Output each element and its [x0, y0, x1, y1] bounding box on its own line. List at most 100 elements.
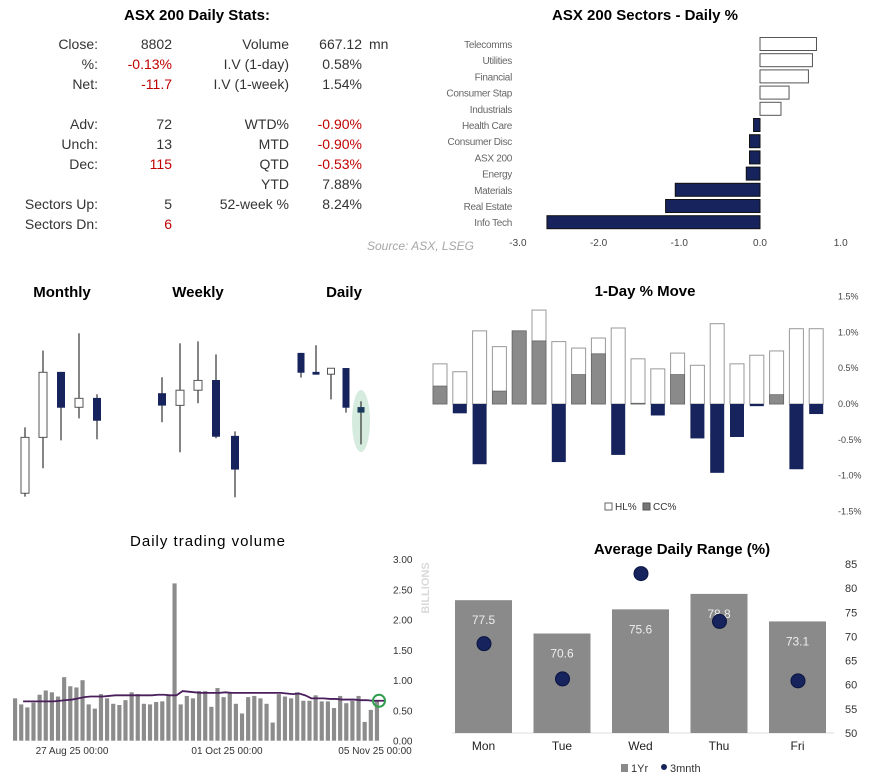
hl-bar [709, 323, 725, 405]
source-note: Source: ASX, LSEG [367, 239, 474, 253]
volume-bar [338, 695, 343, 741]
volume-bar [331, 708, 337, 741]
volume-bar [19, 704, 24, 741]
y-tick-label: 65 [845, 656, 857, 668]
adr-bar [455, 600, 512, 733]
volume-bar [166, 695, 171, 741]
stat-label: Sectors Up: [24, 196, 98, 212]
cc-bar [472, 404, 487, 465]
candle-body [212, 379, 220, 437]
sector-label: ASX 200 [475, 153, 513, 164]
stat-label: WTD% [244, 116, 289, 132]
volume-bar [117, 705, 122, 741]
legend-label-1yr: 1Yr [631, 763, 648, 775]
volume-bar [13, 698, 18, 741]
x-tick-label: 27 Aug 25 00:00 [36, 746, 109, 757]
x-tick-label: 1.0 [834, 238, 848, 249]
volume-bar [135, 694, 140, 741]
category-label: Mon [472, 739, 495, 753]
y-tick-label: 0.5% [838, 363, 859, 373]
stat-label: 52-week % [219, 196, 289, 212]
hl-bar [689, 364, 705, 405]
volume-bar [368, 709, 373, 741]
volume-bar [356, 695, 361, 741]
sector-bar [546, 215, 761, 230]
stat-value: 72 [156, 116, 172, 132]
volume-bar [141, 703, 146, 741]
category-label: Thu [709, 739, 730, 753]
y-tick-label: 1.5% [838, 291, 859, 301]
adr-bar-label: 75.6 [629, 622, 653, 636]
candle-body [158, 393, 166, 406]
hl-bar [452, 371, 468, 405]
volume-bar [172, 583, 177, 741]
hl-bar [729, 363, 745, 405]
candle-body [327, 367, 335, 375]
volume-bar [105, 698, 110, 741]
cc-bar [591, 353, 606, 405]
adr-title: Average Daily Range (%) [593, 541, 771, 558]
stat-label: MTD [258, 136, 289, 152]
legend-swatch-1yr [621, 764, 628, 772]
stat-label: %: [81, 56, 98, 72]
cc-bar [551, 404, 566, 463]
volume-bar [215, 688, 220, 741]
x-tick-label: -3.0 [509, 238, 527, 249]
volume-bar [31, 702, 36, 741]
y-tick-label: -0.5% [838, 435, 862, 445]
volume-bar [239, 713, 245, 741]
x-tick-label: 01 Oct 25 00:00 [191, 746, 263, 757]
stat-value: 0.58% [322, 56, 362, 72]
sector-bar [753, 118, 761, 132]
cc-bar [571, 374, 586, 405]
cc-bar [432, 385, 448, 405]
candle-body [20, 436, 30, 494]
sector-label: Industrials [470, 105, 513, 116]
volume-unit: mn [369, 36, 389, 52]
volume-bar [74, 687, 79, 741]
sector-label: Real Estate [464, 202, 513, 213]
stat-value: 1.54% [322, 76, 362, 92]
volume-bar [258, 698, 263, 741]
y-tick-label: 2.00 [393, 616, 413, 627]
cc-bar [690, 404, 705, 439]
volume-bar [270, 722, 275, 741]
volume-bar [68, 686, 73, 741]
candle-body [193, 379, 203, 391]
volume-bar [319, 701, 324, 741]
hl-bar [472, 330, 488, 405]
volume-bar [344, 703, 349, 741]
legend-swatch-hl [604, 502, 613, 511]
stat-label: Net: [72, 76, 98, 92]
volume-bar [55, 696, 61, 741]
volume-bar [301, 700, 306, 741]
adr-3mnth-point [555, 671, 570, 687]
cc-bar [670, 374, 685, 405]
volume-bar [190, 698, 196, 741]
adr-3mnth-point [712, 613, 727, 629]
volume-bar [313, 695, 318, 741]
y-tick-label: 2.50 [393, 585, 413, 596]
volume-bar [25, 707, 30, 741]
cc-bar [650, 404, 665, 416]
stat-value: 8.24% [322, 196, 362, 212]
sector-label: Health Care [462, 121, 513, 132]
stat-label: I.V (1-week) [213, 76, 289, 92]
y-tick-label: 0.50 [393, 706, 413, 717]
sector-label: Materials [474, 186, 512, 197]
cc-bar [749, 404, 764, 407]
sector-bar [759, 69, 809, 84]
volume-bar [92, 708, 97, 741]
volume-bar [276, 694, 281, 741]
volume-bar [62, 677, 67, 741]
volume-bar [49, 692, 54, 741]
category-label: Fri [791, 739, 805, 753]
legend-label-3mnth: 3mnth [670, 763, 701, 775]
sector-bar [665, 199, 761, 213]
volume-bar [295, 692, 300, 741]
candle-body [38, 371, 48, 438]
candle-body [342, 368, 350, 408]
sector-label: Telecomms [464, 40, 512, 51]
monthly-title: Monthly [33, 284, 91, 301]
y-tick-label: 50 [845, 728, 857, 740]
